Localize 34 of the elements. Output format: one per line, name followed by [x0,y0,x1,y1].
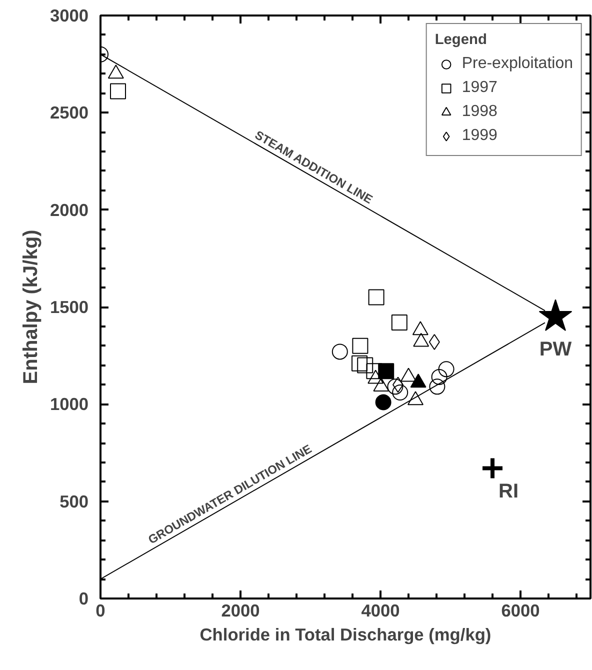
y-tick-label: 500 [60,491,89,512]
y-tick-label: 1500 [50,297,89,317]
y-tick-label: 3000 [50,6,89,26]
point [332,344,348,360]
y-axis-title: Enthalpy (kJ/kg) [20,230,42,384]
x-tick-label: 2000 [221,600,260,620]
point [429,378,446,395]
point [110,83,126,100]
annotation: RI [498,480,518,502]
point [357,357,374,374]
point [368,289,384,306]
annotation: PW [539,338,572,361]
legend-label: Pre-exploitation [462,55,573,73]
y-tick-label: 1000 [50,394,89,414]
point [480,456,504,480]
x-tick-label: 4000 [361,600,400,620]
point [375,394,392,410]
point [438,361,454,378]
x-axis-title: Chloride in Total Discharge (mg/kg) [200,624,492,644]
legend-title: Legend [434,32,488,48]
y-tick-label: 2500 [50,102,89,123]
point [431,368,448,385]
point [378,363,394,380]
legend-label: 1998 [462,103,498,121]
x-tick-label: 6000 [501,600,540,620]
point [352,338,368,354]
point [392,384,408,400]
point [352,355,368,372]
y-tick-label: 2000 [50,200,89,220]
point [387,378,404,395]
legend-label: 1999 [462,127,498,145]
point [391,314,408,331]
x-tick-label: 0 [96,600,106,620]
legend-label: 1997 [462,79,498,97]
